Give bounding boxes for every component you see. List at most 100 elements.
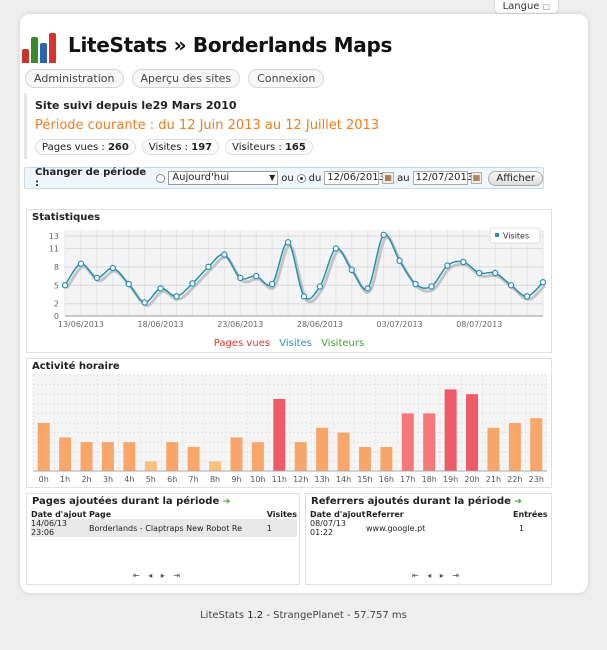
x-tick-label: 21h xyxy=(486,475,501,484)
bar xyxy=(166,442,179,471)
x-tick-label: 7h xyxy=(189,475,199,484)
data-point xyxy=(300,293,308,300)
bar xyxy=(144,461,157,471)
y-tick-label: 11 xyxy=(49,244,59,253)
x-tick-label: 22h xyxy=(507,475,522,484)
data-point xyxy=(157,285,164,292)
bar xyxy=(80,442,93,471)
x-tick-label: 20h xyxy=(464,475,479,484)
from-label: du xyxy=(308,172,322,184)
data-point xyxy=(125,280,132,288)
data-point xyxy=(396,257,403,264)
hourly-panel: Activité horaire 0h 1h 2h 3h 4h 5h 6h 7h 8h 9h 10h… xyxy=(26,358,552,488)
data-point xyxy=(77,260,85,267)
data-point xyxy=(61,282,69,289)
data-point xyxy=(237,274,244,282)
referrers-title: Referrers ajoutés durant la période ➔ xyxy=(311,496,522,507)
y-tick-label: 13 xyxy=(49,232,59,241)
table-row[interactable]: 08/07/13 01:22 www.google.pt 1 xyxy=(310,519,525,537)
tracked-since: Site suivi depuis le29 Mars 2010 xyxy=(35,99,237,112)
nav-site-overview[interactable]: Aperçu des sites xyxy=(131,69,241,88)
legend-visitors[interactable]: Visiteurs xyxy=(321,338,365,349)
or-label: ou xyxy=(281,172,294,184)
bar xyxy=(380,447,393,471)
nav-login[interactable]: Connexion xyxy=(248,69,325,88)
line-chart: 0 2 5 8 11 13 13/06/2013 18/06/2013 23/06/2013 28… xyxy=(49,227,547,329)
arrow-right-icon[interactable]: ➔ xyxy=(222,497,231,507)
referrers-table: Date d'ajout Referrer Entrées 08/07/13 0… xyxy=(310,510,549,537)
referrers-pager[interactable]: ⇤ ◂ ▸ ⇥ xyxy=(412,571,463,580)
x-tick-label: 03/07/2013 xyxy=(377,320,423,329)
language-tab[interactable]: Langue ▢ xyxy=(493,0,559,14)
data-point xyxy=(268,280,276,288)
x-tick-label: 5h xyxy=(146,475,156,484)
x-tick-label: 08/07/2013 xyxy=(456,320,502,329)
x-tick-label: 3h xyxy=(103,475,113,484)
from-date-input[interactable]: 12/06/2013 xyxy=(324,171,385,185)
stats-legend: Pages vues Visites Visiteurs xyxy=(27,338,551,349)
show-button[interactable]: Afficher xyxy=(488,170,543,186)
hourly-title: Activité horaire xyxy=(32,361,120,372)
preset-radio[interactable] xyxy=(156,173,166,183)
bar xyxy=(59,437,72,471)
nav-administration[interactable]: Administration xyxy=(25,69,124,88)
data-point xyxy=(252,272,260,280)
chevron-down-icon: ▼ xyxy=(269,173,276,182)
x-tick-label: 17h xyxy=(400,475,415,484)
visitors-counter: Visiteurs : 165 xyxy=(225,139,313,155)
top-nav: Administration Aperçu des sites Connexio… xyxy=(25,69,325,88)
legend-pageviews[interactable]: Pages vues xyxy=(213,338,271,349)
bar xyxy=(37,423,50,471)
legend-box xyxy=(489,227,541,244)
to-label: au xyxy=(397,172,410,184)
data-point xyxy=(93,274,101,282)
data-point xyxy=(332,245,340,252)
bar xyxy=(273,399,286,471)
bar xyxy=(487,427,500,471)
bar xyxy=(209,461,222,471)
calendar-icon[interactable]: ▦ xyxy=(382,172,395,184)
current-period: Période courante : du 12 Juin 2013 au 12… xyxy=(35,118,380,133)
data-point xyxy=(348,266,355,274)
data-point xyxy=(523,293,531,300)
x-tick-label: 9h xyxy=(231,475,241,484)
x-tick-label: 8h xyxy=(210,475,220,484)
arrow-right-icon[interactable]: ➔ xyxy=(514,497,522,507)
pages-pager[interactable]: ⇤ ◂ ▸ ⇥ xyxy=(133,571,184,580)
x-tick-label: 23h xyxy=(529,475,544,484)
bar xyxy=(230,437,243,471)
window-icon: ▢ xyxy=(542,2,550,11)
pages-table: Date d'ajout Page Visites 14/06/13 23:06… xyxy=(31,510,297,537)
y-tick-label: 8 xyxy=(54,263,59,272)
pages-title: Pages ajoutées durant la période ➔ xyxy=(32,496,231,507)
bar xyxy=(466,394,479,471)
bar-chart: 0h 1h 2h 3h 4h 5h 6h 7h 8h 9h 10h 11h 12h 13h 14h 15h 16… xyxy=(32,374,548,484)
x-tick-label: 18h xyxy=(422,475,437,484)
calendar-icon[interactable]: ▦ xyxy=(470,172,483,184)
legend-swatch xyxy=(495,233,499,237)
data-point xyxy=(205,263,212,271)
x-tick-label: 16h xyxy=(379,475,394,484)
series-shadow xyxy=(65,235,547,307)
data-point xyxy=(476,269,483,277)
data-point xyxy=(141,299,148,306)
table-header: Date d'ajout Referrer Entrées xyxy=(310,510,548,519)
data-point xyxy=(284,239,292,246)
bar xyxy=(358,447,371,471)
bar xyxy=(187,447,200,471)
stats-panel: Statistiques 0 2 5 8 11 13 13/06/2013 18/06/201… xyxy=(26,209,552,353)
table-row[interactable]: 14/06/13 23:06 Borderlands - Claptraps N… xyxy=(31,519,297,537)
x-tick-label: 18/06/2013 xyxy=(138,320,184,329)
legend-visits[interactable]: Visites xyxy=(279,338,312,349)
period-label: Changer de période : xyxy=(35,167,147,189)
data-point xyxy=(109,264,117,272)
custom-range-radio[interactable] xyxy=(296,173,306,183)
to-date-input[interactable]: 12/07/2013 xyxy=(412,171,473,185)
x-tick-label: 12h xyxy=(293,475,308,484)
page-title: LiteStats » Borderlands Maps xyxy=(68,33,393,57)
y-tick-label: 5 xyxy=(54,281,59,290)
y-tick-label: 0 xyxy=(54,312,59,321)
data-point xyxy=(364,285,371,292)
legend-label: Visites xyxy=(503,232,529,241)
preset-select[interactable]: Aujourd'hui ▼ xyxy=(168,171,279,185)
